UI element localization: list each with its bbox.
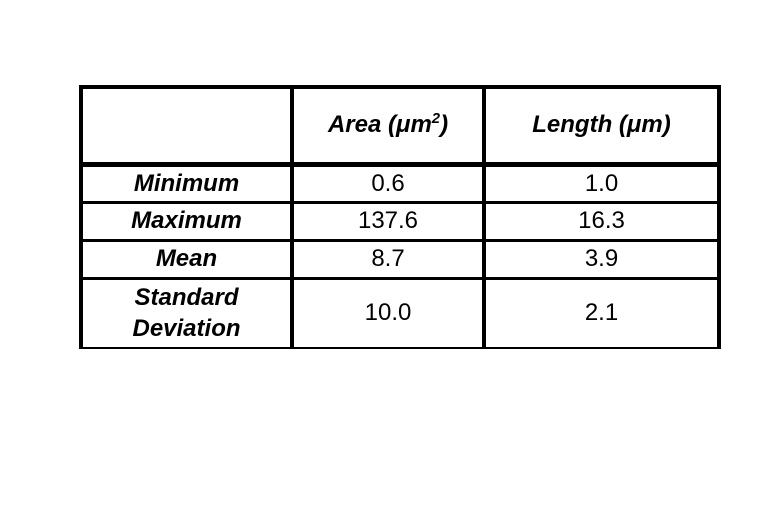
table-row-minimum: Minimum 0.6 1.0 xyxy=(79,162,721,204)
mean-length-value: 3.9 xyxy=(482,238,721,280)
column-header-length: Length (μm) xyxy=(482,85,721,167)
minimum-area-value: 0.6 xyxy=(290,162,486,204)
standard-deviation-length-value: 2.1 xyxy=(482,276,721,349)
table-row-mean: Mean 8.7 3.9 xyxy=(79,238,721,280)
row-label-standard-deviation: Standard Deviation xyxy=(79,276,294,349)
minimum-length-value: 1.0 xyxy=(482,162,721,204)
area-header-text: Area (μm xyxy=(327,111,432,139)
statistics-table: Area (μm2) Length (μm) Minimum 0.6 1.0 M… xyxy=(79,85,721,349)
area-header-suffix: ) xyxy=(440,111,449,139)
corner-cell xyxy=(79,85,294,167)
row-label-minimum: Minimum xyxy=(79,162,294,204)
column-header-area: Area (μm2) xyxy=(290,85,486,167)
standard-deviation-area-value: 10.0 xyxy=(290,276,486,349)
maximum-length-value: 16.3 xyxy=(482,200,721,242)
row-label-mean: Mean xyxy=(79,238,294,280)
header-row: Area (μm2) Length (μm) xyxy=(79,85,721,167)
area-header-superscript: 2 xyxy=(431,111,441,128)
maximum-area-value: 137.6 xyxy=(290,200,486,242)
row-label-maximum: Maximum xyxy=(79,200,294,242)
table-row-standard-deviation: Standard Deviation 10.0 2.1 xyxy=(79,276,721,349)
mean-area-value: 8.7 xyxy=(290,238,486,280)
table-row-maximum: Maximum 137.6 16.3 xyxy=(79,200,721,242)
